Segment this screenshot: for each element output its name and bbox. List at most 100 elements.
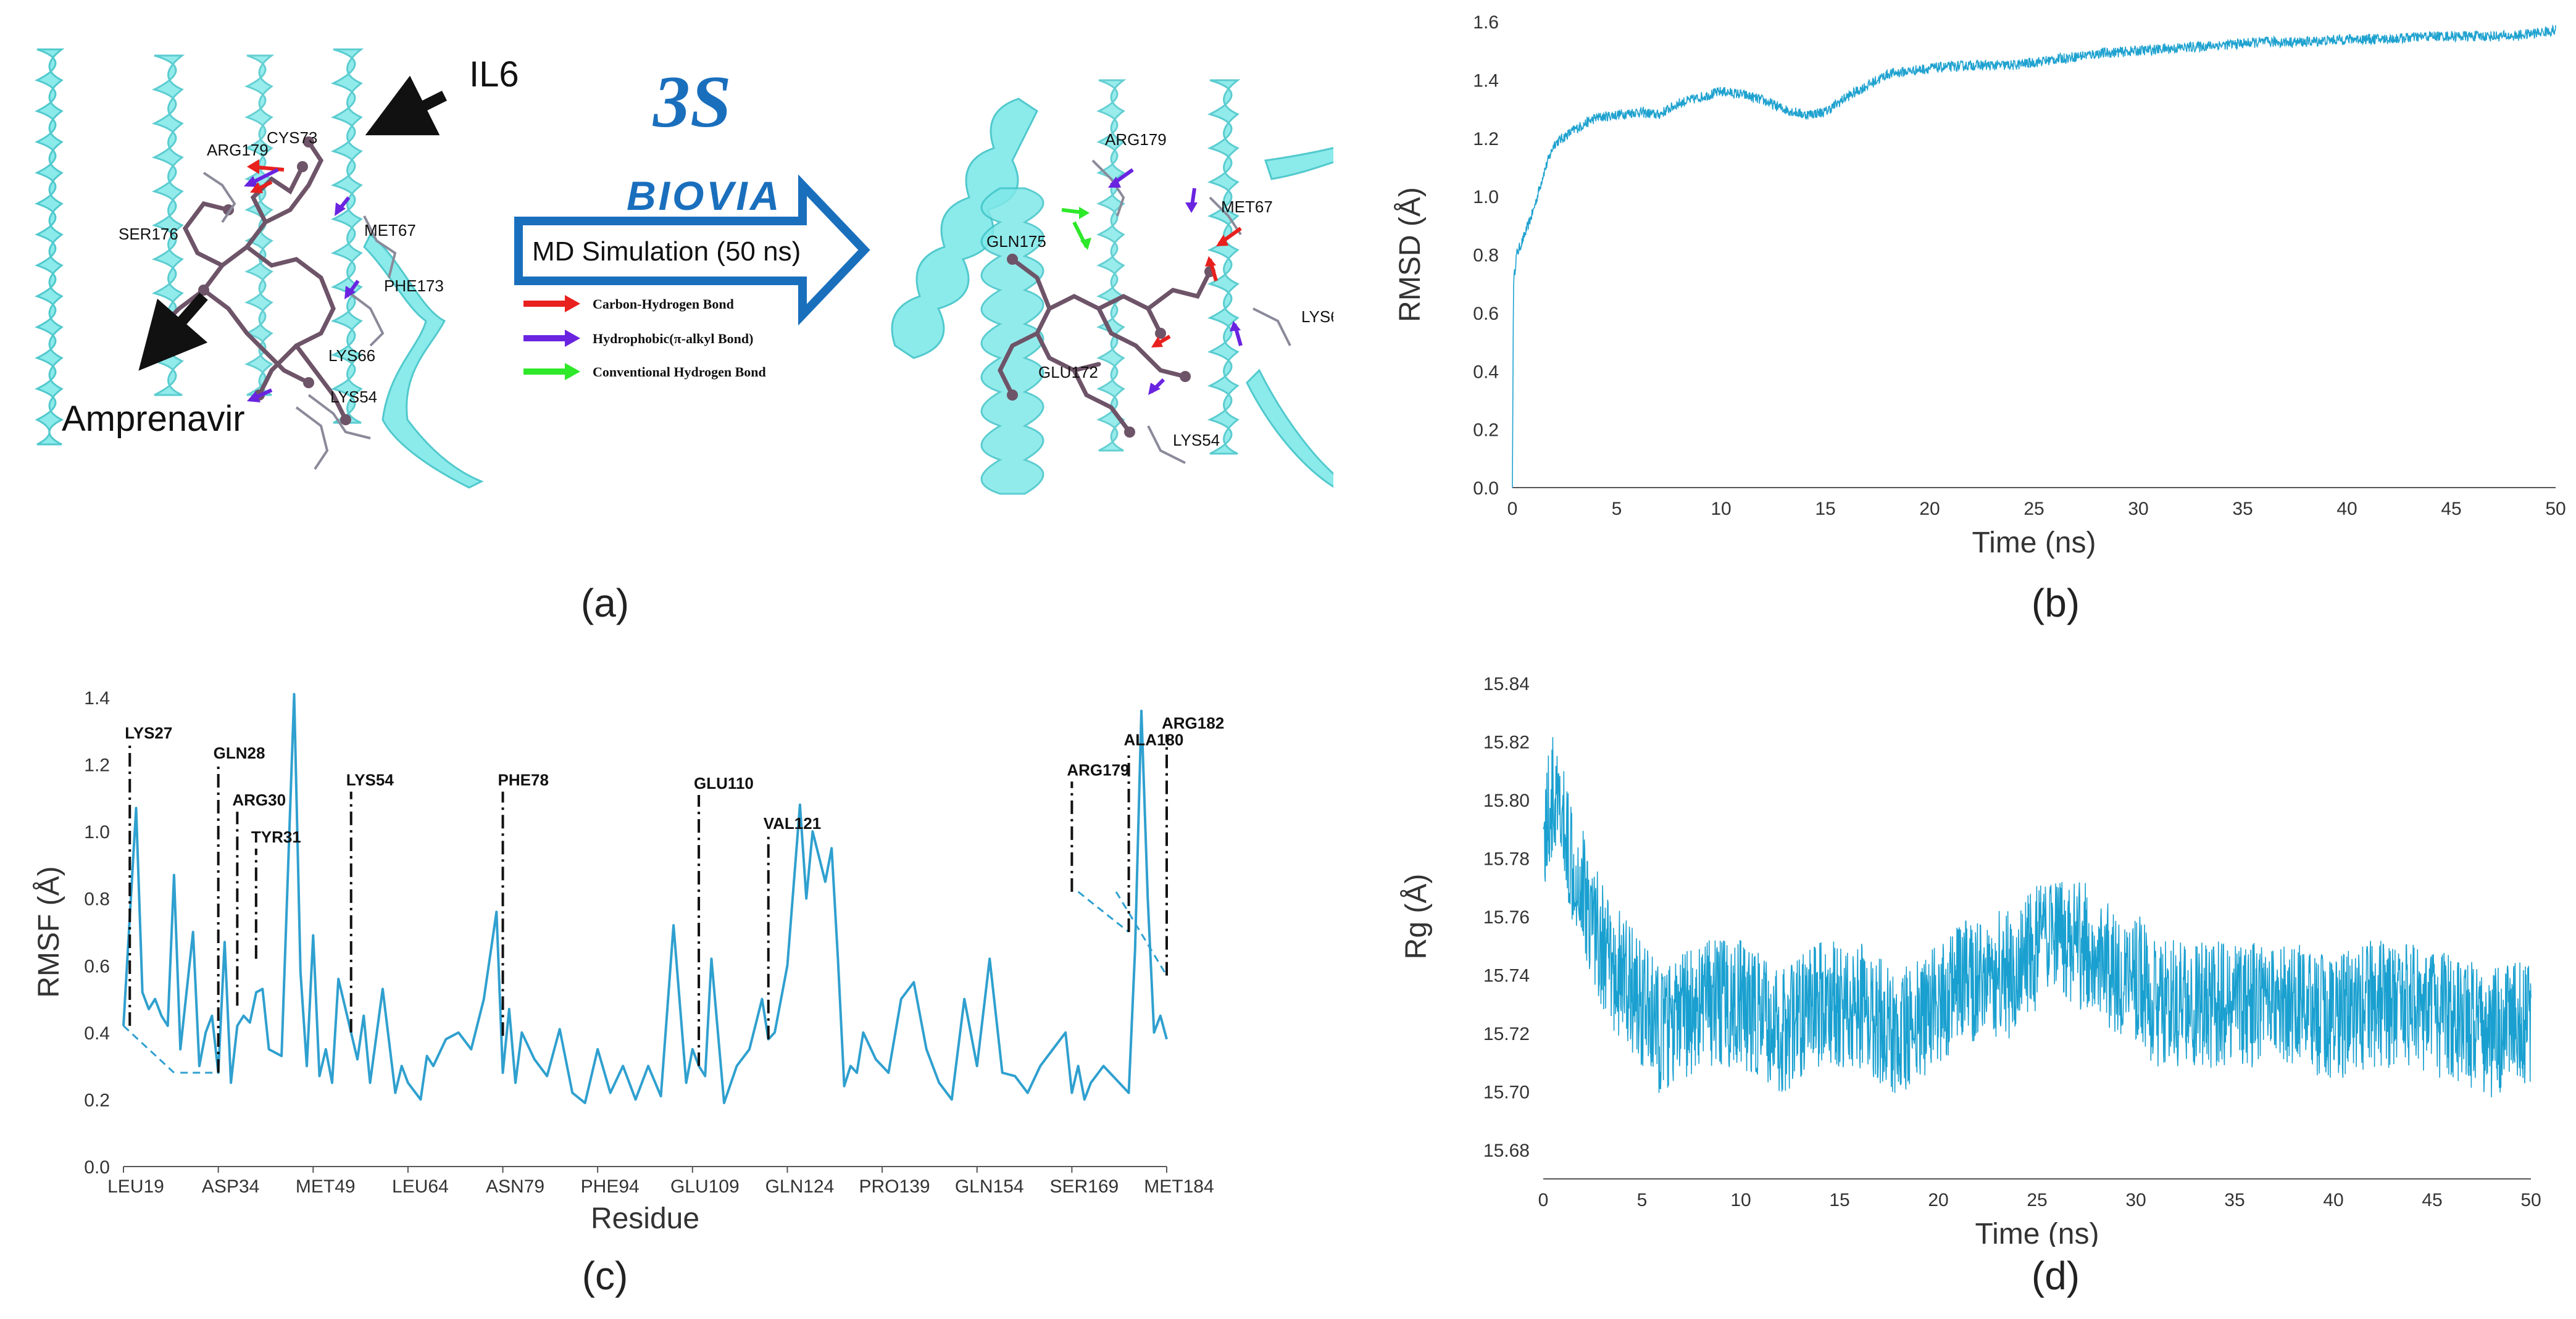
x-tick-label: LEU19 [107, 1176, 164, 1197]
x-tick-label: 25 [2027, 1190, 2047, 1210]
right-residue-label: GLU172 [1038, 363, 1098, 381]
x-tick-label: 35 [2224, 1190, 2245, 1210]
md-simulation-text: MD Simulation (50 ns) [532, 236, 801, 267]
right-residue-label: LYS66 [1301, 307, 1333, 326]
annotation-label: GLU110 [694, 774, 754, 793]
gap-connector [122, 1025, 175, 1074]
biovia-brand: BIOVIA [627, 173, 782, 218]
gap-connector [1077, 891, 1130, 933]
y-tick-label: 0.8 [84, 889, 110, 910]
annotation-label: LYS54 [346, 771, 394, 789]
x-tick-label: GLU109 [670, 1176, 740, 1197]
x-tick-label: MET49 [296, 1176, 356, 1197]
md-simulation-arrow: MD Simulation (50 ns) [514, 174, 870, 326]
x-tick-label: 10 [1730, 1190, 1751, 1210]
y-tick-label: 0.8 [1473, 246, 1499, 266]
protein-label: IL6 [469, 54, 519, 94]
x-tick-label: 50 [2520, 1190, 2541, 1210]
y-tick-label: 0.2 [84, 1090, 110, 1110]
data-series-line [1543, 737, 2532, 1097]
y-tick-label: 1.2 [1473, 129, 1499, 149]
x-tick-label: MET184 [1144, 1176, 1214, 1197]
ligand-sticks-left [152, 139, 348, 422]
panel-label-c: (c) [581, 1254, 628, 1298]
x-tick-label: 15 [1815, 499, 1835, 519]
right-residue-label: ARG179 [1105, 130, 1167, 149]
panel-label-b: (b) [2031, 581, 2080, 625]
biovia-logo: 3S BIOVIA [627, 60, 782, 218]
svg-text:Carbon-Hydrogen Bond: Carbon-Hydrogen Bond [593, 296, 734, 312]
x-tick-label: GLN124 [765, 1176, 835, 1197]
rmsf-series-line [122, 693, 1168, 1104]
legend-item-carbon-hydrogen: Carbon-Hydrogen Bond [523, 295, 734, 312]
x-tick-label: 45 [2422, 1190, 2442, 1210]
y-axis-title: Rg (Å) [1400, 874, 1433, 960]
x-tick-label: PRO139 [859, 1176, 930, 1197]
y-axis-title: RMSF (Å) [33, 866, 65, 997]
y-tick-label: 1.2 [84, 755, 110, 776]
x-tick-label: 0 [1507, 499, 1518, 519]
left-residue-label: LYS54 [330, 388, 377, 406]
x-tick-label: 15 [1829, 1190, 1849, 1210]
y-tick-label: 15.82 [1483, 733, 1530, 753]
right-residue-label: LYS54 [1173, 431, 1220, 449]
x-tick-label: 45 [2441, 499, 2461, 519]
x-axis-title: Time (ns) [1972, 526, 2096, 559]
y-tick-label: 15.78 [1483, 849, 1530, 870]
y-tick-label: 1.4 [1473, 70, 1499, 91]
annotation-label: PHE78 [498, 771, 549, 789]
x-tick-label: 5 [1637, 1190, 1648, 1210]
left-residue-label: MET67 [364, 221, 416, 239]
legend-item-hydrophobic: Hydrophobic(π-alkyl Bond) [523, 330, 753, 347]
y-tick-label: 15.76 [1483, 907, 1530, 928]
ligand-sticks-right [998, 257, 1212, 435]
annotation-label: GLN28 [214, 744, 265, 762]
y-tick-label: 15.70 [1483, 1082, 1530, 1102]
x-tick-label: 5 [1612, 499, 1622, 519]
y-tick-label: 1.0 [1473, 187, 1499, 207]
annotation-label: ARG30 [232, 791, 286, 809]
annotation-label: LYS27 [125, 724, 172, 743]
left-residue-label: LYS66 [328, 346, 375, 365]
x-tick-label: LEU64 [392, 1176, 449, 1197]
x-tick-label: 40 [2323, 1190, 2343, 1210]
y-tick-label: 15.84 [1483, 674, 1530, 694]
x-tick-label: 40 [2336, 499, 2357, 519]
annotation-label: TYR31 [251, 828, 301, 846]
x-tick-label: PHE94 [581, 1176, 640, 1197]
x-tick-label: 35 [2232, 499, 2253, 519]
legend-item-conventional-hydrogen: Conventional Hydrogen Bond [523, 363, 766, 380]
gap-connector [1115, 891, 1168, 976]
y-tick-label: 1.6 [1473, 12, 1499, 33]
annotation-label: ALA180 [1124, 730, 1184, 749]
panel-label-a: (a) [580, 581, 630, 625]
data-series-line [1512, 24, 2556, 488]
x-tick-label: 20 [1928, 1190, 1948, 1210]
panel-b: 0 5 10 15 20 25 30 35 40 45 50 0.0 0.2 0.4 0.6 0.8 1.0 1.… [1346, 0, 2576, 654]
panel-a-illustration: CYS73 ARG179 SER176 MET67 PHE173 LYS66 L… [35, 48, 1362, 495]
x-tick-label: 0 [1538, 1190, 1549, 1210]
y-tick-label: 15.74 [1483, 965, 1530, 986]
y-tick-label: 0.0 [84, 1157, 110, 1178]
x-axis-title: Time (ns) [1975, 1218, 2099, 1247]
interaction-legend: Carbon-Hydrogen Bond Hydrophobic(π-alkyl… [523, 295, 766, 380]
y-tick-label: 15.80 [1483, 791, 1530, 811]
annotation-label: ARG179 [1067, 760, 1129, 779]
y-tick-label: 15.68 [1483, 1141, 1530, 1161]
x-tick-label: 20 [1919, 499, 1940, 519]
y-tick-label: 15.72 [1483, 1024, 1530, 1044]
y-tick-label: 1.0 [84, 822, 110, 843]
y-tick-label: 1.4 [84, 688, 110, 709]
left-residue-label: SER176 [119, 225, 178, 243]
panel-a: CYS73 ARG179 SER176 MET67 PHE173 LYS66 L… [0, 0, 1362, 625]
ligand-label: Amprenavir [62, 399, 245, 439]
rmsd-chart: 0 5 10 15 20 25 30 35 40 45 50 0.0 0.2 0.4 0.6 0.8 1.0 1.… [1394, 12, 2566, 559]
x-tick-label: ASP34 [202, 1176, 259, 1197]
rmsf-chart: LEU19 ASP34 MET49 LEU64 ASN79 PHE94 GLU109 GLN1… [33, 688, 1224, 1235]
biovia-3s-mark: 3S [652, 60, 732, 143]
right-residue-label: MET67 [1221, 198, 1273, 216]
x-tick-label: ASN79 [486, 1176, 544, 1197]
rg-chart: 0 5 10 15 20 25 30 35 40 45 50 15.68 15.70 15.72 15.74… [1400, 674, 2541, 1250]
y-tick-label: 0.4 [84, 1023, 110, 1044]
x-axis-title: Residue [591, 1202, 699, 1235]
